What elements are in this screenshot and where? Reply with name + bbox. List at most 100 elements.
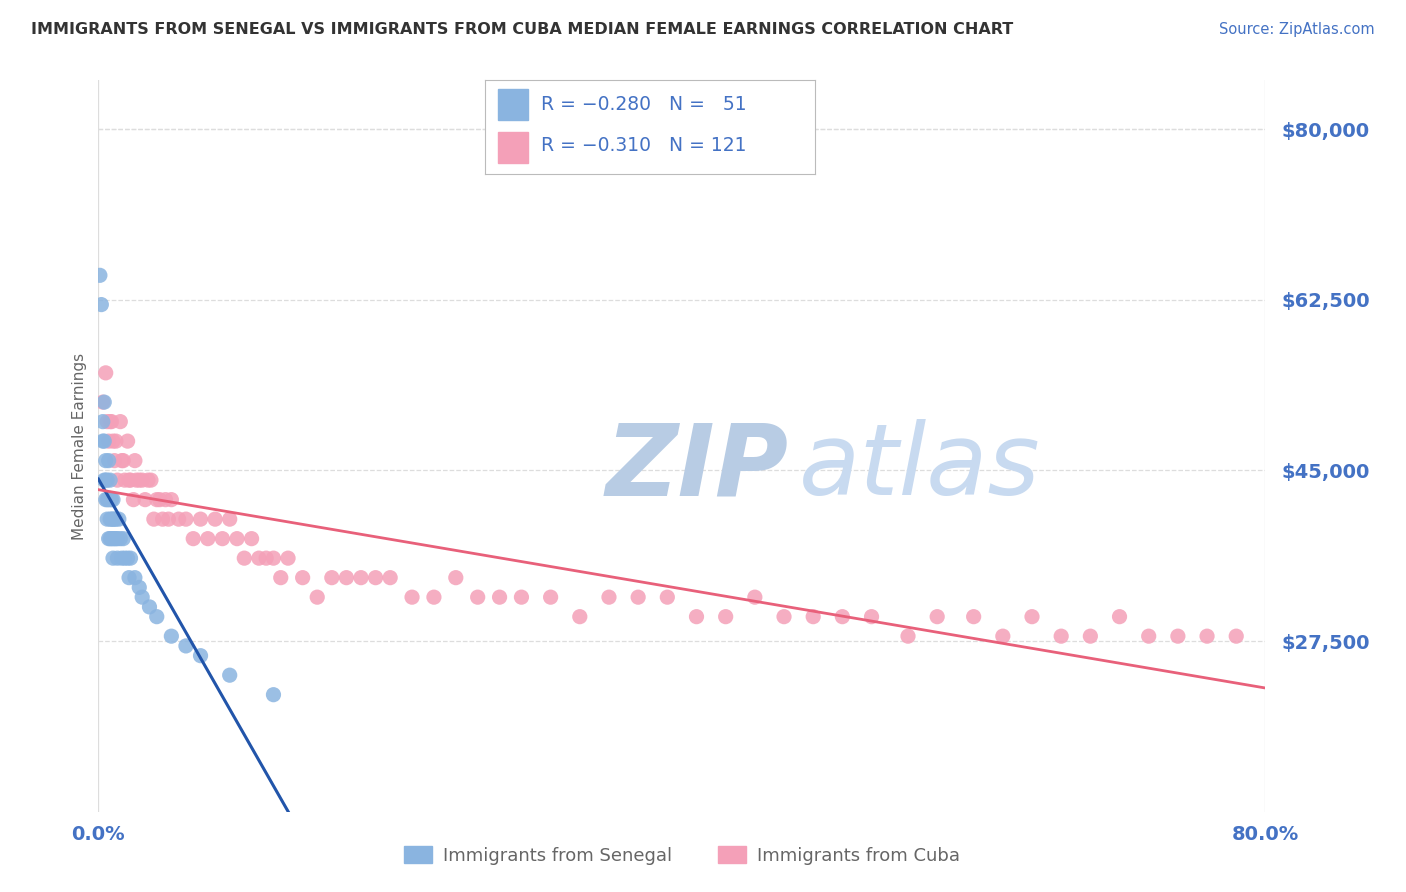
Point xyxy=(100,492,122,507)
Point xyxy=(233,551,256,566)
Point xyxy=(190,512,212,526)
Point xyxy=(423,590,446,604)
Text: ZIP: ZIP xyxy=(606,419,789,516)
Point xyxy=(94,453,117,467)
Point xyxy=(218,512,240,526)
Point xyxy=(927,609,949,624)
Point xyxy=(96,473,118,487)
Point xyxy=(90,297,112,311)
Point xyxy=(89,268,111,283)
Point xyxy=(540,590,562,604)
Point xyxy=(128,581,150,595)
Point xyxy=(94,492,117,507)
Point xyxy=(93,473,115,487)
Point xyxy=(714,609,737,624)
Text: atlas: atlas xyxy=(799,419,1040,516)
Point xyxy=(105,532,128,546)
Point xyxy=(467,590,489,604)
Point xyxy=(262,551,284,566)
Point xyxy=(1225,629,1247,643)
Point xyxy=(114,473,136,487)
Point xyxy=(831,609,853,624)
Point xyxy=(118,473,141,487)
Point xyxy=(118,571,141,585)
Point xyxy=(321,571,343,585)
Point xyxy=(98,492,121,507)
Point xyxy=(100,415,122,429)
Point xyxy=(94,473,117,487)
Point xyxy=(101,434,124,449)
Point xyxy=(138,599,160,614)
Point xyxy=(91,415,114,429)
Point xyxy=(270,571,292,585)
Point xyxy=(1167,629,1189,643)
Point xyxy=(96,512,118,526)
Point xyxy=(110,532,132,546)
Text: IMMIGRANTS FROM SENEGAL VS IMMIGRANTS FROM CUBA MEDIAN FEMALE EARNINGS CORRELATI: IMMIGRANTS FROM SENEGAL VS IMMIGRANTS FR… xyxy=(31,22,1014,37)
Point xyxy=(128,473,150,487)
Point xyxy=(124,453,146,467)
Point xyxy=(112,453,135,467)
Point xyxy=(167,512,190,526)
Point xyxy=(98,415,121,429)
Point xyxy=(1080,629,1102,643)
Point xyxy=(627,590,650,604)
Point xyxy=(103,512,125,526)
Point xyxy=(247,551,270,566)
Point xyxy=(114,551,136,566)
Point xyxy=(962,609,984,624)
Point xyxy=(160,492,183,507)
Point xyxy=(146,609,169,624)
Point xyxy=(773,609,796,624)
Point xyxy=(1137,629,1160,643)
Point xyxy=(174,512,197,526)
Point xyxy=(174,639,197,653)
Point xyxy=(125,473,148,487)
Point xyxy=(131,473,153,487)
Point xyxy=(991,629,1014,643)
Point xyxy=(1108,609,1130,624)
Point xyxy=(111,453,134,467)
Point xyxy=(155,492,177,507)
Text: R = −0.280   N =   51: R = −0.280 N = 51 xyxy=(541,95,747,113)
Point xyxy=(104,532,127,546)
Point xyxy=(117,434,139,449)
Point xyxy=(226,532,249,546)
Point xyxy=(101,512,124,526)
Point xyxy=(897,629,920,643)
Point xyxy=(254,551,277,566)
Point xyxy=(307,590,329,604)
Point xyxy=(98,532,121,546)
Point xyxy=(146,492,169,507)
Point xyxy=(97,453,120,467)
Point xyxy=(105,551,128,566)
Point xyxy=(98,473,121,487)
Point xyxy=(101,551,124,566)
Legend: Immigrants from Senegal, Immigrants from Cuba: Immigrants from Senegal, Immigrants from… xyxy=(396,839,967,872)
Point xyxy=(291,571,314,585)
Point xyxy=(122,492,145,507)
Point xyxy=(131,590,153,604)
Point xyxy=(97,434,120,449)
Point xyxy=(104,512,127,526)
Point xyxy=(657,590,679,604)
Point xyxy=(240,532,263,546)
Point xyxy=(112,532,135,546)
Point xyxy=(211,532,233,546)
Point xyxy=(93,395,115,409)
Text: R = −0.310   N = 121: R = −0.310 N = 121 xyxy=(541,136,747,155)
Y-axis label: Median Female Earnings: Median Female Earnings xyxy=(72,352,87,540)
Point xyxy=(120,473,142,487)
Point xyxy=(157,512,180,526)
Point xyxy=(96,492,118,507)
Point xyxy=(197,532,219,546)
Point xyxy=(110,415,132,429)
Point xyxy=(401,590,423,604)
Point xyxy=(1021,609,1043,624)
Point xyxy=(134,492,156,507)
Point xyxy=(98,512,121,526)
Bar xyxy=(498,88,529,120)
Point xyxy=(218,668,240,682)
Point xyxy=(181,532,204,546)
Point xyxy=(335,571,357,585)
